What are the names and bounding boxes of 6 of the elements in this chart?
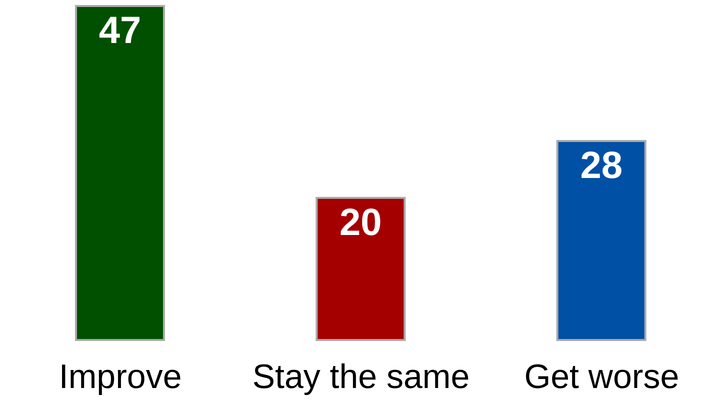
data-label: 47: [98, 10, 142, 52]
x-tick-label: Improve: [58, 358, 182, 396]
data-label: 28: [580, 145, 622, 187]
x-tick-label: Get worse: [524, 358, 680, 396]
x-tick-label: Stay the same: [252, 358, 470, 396]
data-label: 20: [340, 202, 382, 244]
